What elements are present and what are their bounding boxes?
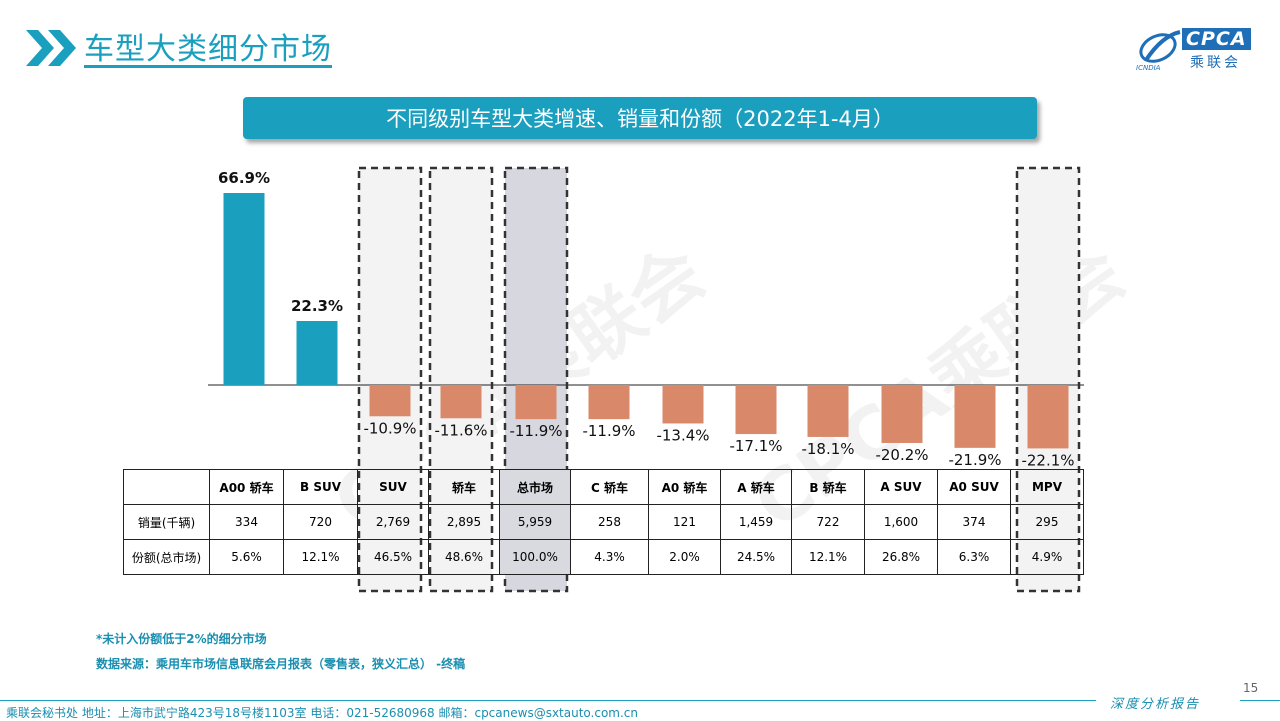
footer-contact: 乘联会秘书处 地址：上海市武宁路423号18号楼1103室 电话：021-526…	[6, 706, 639, 720]
cpca-logo: ICNDIA CPCA 乘联会	[1136, 26, 1260, 74]
table-cell: 334	[209, 504, 284, 540]
highlight-box	[1015, 166, 1081, 593]
note-share: *未计入份额低于2%的细分市场	[96, 632, 267, 646]
highlight-box	[503, 166, 569, 593]
bar	[954, 385, 996, 448]
row-label	[123, 469, 210, 505]
page-number: 15	[1243, 681, 1259, 695]
chart-title: 不同级别车型大类增速、销量和份额（2022年1-4月）	[386, 107, 894, 131]
data-label: -18.1%	[801, 440, 854, 458]
table-cell: 12.1%	[283, 539, 358, 575]
table-cell: SUV	[357, 469, 429, 505]
data-table: A00 轿车 B SUV SUV 轿车 总市场 C 轿车 A0 轿车 A 轿车 B 轿车 A SU…	[123, 469, 1084, 575]
bar	[807, 385, 849, 437]
double-chevron-icon	[26, 30, 76, 66]
table-cell: 6.3%	[937, 539, 1011, 575]
bar	[662, 385, 704, 424]
footer-divider	[0, 700, 1096, 701]
logo-swirl-icon: ICNDIA	[1136, 30, 1181, 72]
highlight-box	[357, 166, 423, 593]
table-cell: 5.6%	[209, 539, 284, 575]
table-cell: 5,959	[499, 504, 571, 540]
table-cell: 722	[791, 504, 865, 540]
table-cell: 4.3%	[570, 539, 649, 575]
data-label: -10.9%	[363, 419, 416, 437]
table-cell: MPV	[1010, 469, 1084, 505]
row-label: 份额(总市场)	[123, 539, 210, 575]
table-cell: 轿车	[428, 469, 500, 505]
table-cell: 12.1%	[791, 539, 865, 575]
bar	[296, 321, 338, 385]
table-cell: 46.5%	[357, 539, 429, 575]
data-label: -11.6%	[434, 421, 487, 439]
table-cell: 1,459	[720, 504, 792, 540]
bar	[735, 385, 777, 435]
table-cell: A0 SUV	[937, 469, 1011, 505]
table-cell: 4.9%	[1010, 539, 1084, 575]
table-cell: 2,769	[357, 504, 429, 540]
table-row: A00 轿车 B SUV SUV 轿车 总市场 C 轿车 A0 轿车 A 轿车 B 轿车 A SU…	[123, 469, 1084, 505]
data-label: 22.3%	[291, 297, 343, 315]
table-cell: 2.0%	[648, 539, 721, 575]
table-cell: 26.8%	[864, 539, 938, 575]
table-row: 销量(千辆) 334 720 2,769 2,895 5,959 258 121 1,459 72…	[123, 504, 1084, 540]
data-label: -13.4%	[656, 426, 709, 444]
table-cell: C 轿车	[570, 469, 649, 505]
highlight-box	[428, 166, 494, 593]
data-label: -11.9%	[509, 422, 562, 440]
data-label: -17.1%	[729, 437, 782, 455]
logo-small-text: ICNDIA	[1136, 64, 1161, 72]
table-cell: 720	[283, 504, 358, 540]
report-label: 深度分析报告	[1110, 697, 1201, 712]
logo-text: CPCA	[1182, 28, 1251, 50]
data-label: -21.9%	[948, 451, 1001, 469]
table-cell: A00 轿车	[209, 469, 284, 505]
logo-subtitle: 乘联会	[1190, 55, 1241, 71]
table-cell: 1,600	[864, 504, 938, 540]
table-cell: 48.6%	[428, 539, 500, 575]
table-cell: A SUV	[864, 469, 938, 505]
bar	[588, 385, 630, 420]
bar	[1027, 385, 1069, 449]
table-cell: A 轿车	[720, 469, 792, 505]
table-cell: 295	[1010, 504, 1084, 540]
table-cell: B SUV	[283, 469, 358, 505]
bar	[440, 385, 482, 419]
data-label: -20.2%	[875, 446, 928, 464]
data-label: -22.1%	[1021, 451, 1074, 469]
bar	[369, 385, 411, 417]
table-cell: 2,895	[428, 504, 500, 540]
table-cell: 258	[570, 504, 649, 540]
table-cell: 121	[648, 504, 721, 540]
footer-divider	[1240, 700, 1280, 701]
table-cell: 总市场	[499, 469, 571, 505]
note-source: 数据来源：乘用车市场信息联席会月报表（零售表，狭义汇总） -终稿	[96, 657, 466, 671]
table-cell: B 轿车	[791, 469, 865, 505]
table-cell: 24.5%	[720, 539, 792, 575]
table-cell: A0 轿车	[648, 469, 721, 505]
row-label: 销量(千辆)	[123, 504, 210, 540]
data-label: 66.9%	[218, 169, 270, 187]
table-cell: 374	[937, 504, 1011, 540]
page-title: 车型大类细分市场	[84, 32, 332, 67]
bar	[515, 385, 557, 420]
data-label: -11.9%	[582, 422, 635, 440]
bar	[223, 193, 265, 385]
chart-title-banner: 不同级别车型大类增速、销量和份额（2022年1-4月）	[243, 97, 1037, 139]
table-row: 份额(总市场) 5.6% 12.1% 46.5% 48.6% 100.0% 4.3% 2.0%…	[123, 539, 1084, 575]
bar	[881, 385, 923, 443]
table-cell: 100.0%	[499, 539, 571, 575]
